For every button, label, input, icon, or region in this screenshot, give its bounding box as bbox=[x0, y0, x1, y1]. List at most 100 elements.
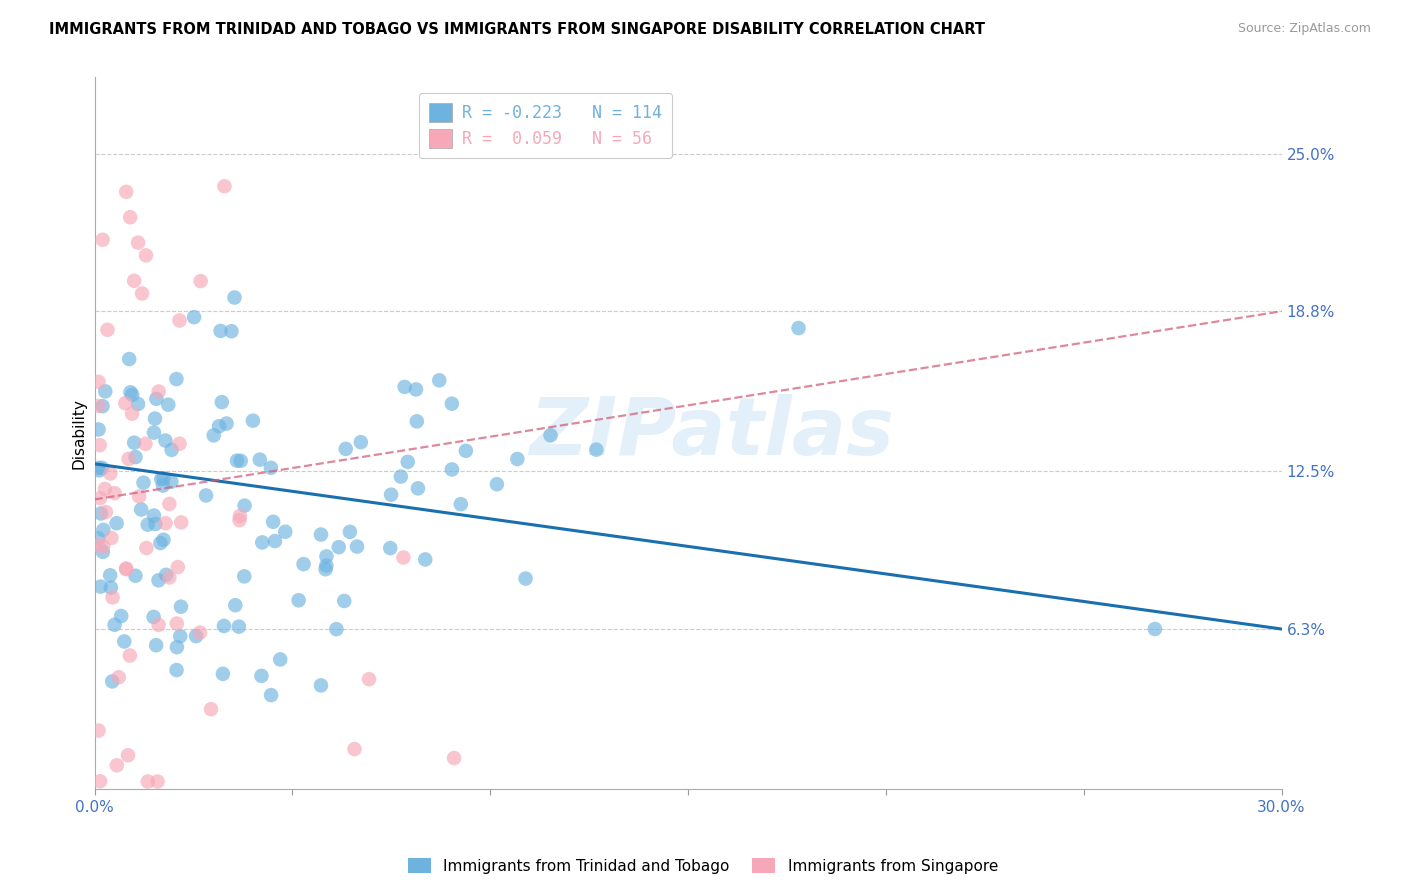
Point bbox=[166, 560, 188, 574]
Point bbox=[103, 486, 125, 500]
Point bbox=[221, 324, 243, 338]
Text: ZIPatlas: ZIPatlas bbox=[529, 394, 894, 472]
Point bbox=[145, 516, 167, 531]
Point bbox=[343, 742, 366, 756]
Point bbox=[274, 524, 297, 539]
Point bbox=[157, 570, 180, 584]
Point bbox=[260, 688, 283, 702]
Point bbox=[405, 383, 427, 397]
Point bbox=[250, 669, 273, 683]
Point bbox=[183, 310, 205, 325]
Point bbox=[406, 481, 429, 495]
Point bbox=[157, 398, 180, 412]
Legend: R = -0.223   N = 114, R =  0.059   N = 56: R = -0.223 N = 114, R = 0.059 N = 56 bbox=[419, 93, 672, 158]
Point bbox=[392, 550, 415, 565]
Point bbox=[135, 248, 157, 262]
Legend: Immigrants from Trinidad and Tobago, Immigrants from Singapore: Immigrants from Trinidad and Tobago, Imm… bbox=[402, 852, 1004, 880]
Point bbox=[131, 286, 153, 301]
Point bbox=[335, 442, 357, 456]
Point bbox=[309, 678, 332, 692]
Point bbox=[787, 321, 810, 335]
Point bbox=[87, 723, 110, 738]
Point bbox=[200, 702, 222, 716]
Point bbox=[112, 634, 135, 648]
Point bbox=[157, 497, 180, 511]
Point bbox=[149, 536, 172, 550]
Point bbox=[117, 748, 139, 763]
Point bbox=[260, 460, 283, 475]
Text: Source: ZipAtlas.com: Source: ZipAtlas.com bbox=[1237, 22, 1371, 36]
Point bbox=[136, 774, 159, 789]
Point bbox=[166, 640, 188, 655]
Point bbox=[249, 452, 271, 467]
Point bbox=[152, 478, 174, 492]
Point bbox=[413, 552, 436, 566]
Point bbox=[396, 455, 419, 469]
Point bbox=[101, 674, 124, 689]
Point bbox=[94, 505, 117, 519]
Point bbox=[121, 407, 143, 421]
Point bbox=[389, 469, 412, 483]
Point bbox=[90, 507, 112, 521]
Point bbox=[339, 524, 361, 539]
Point bbox=[98, 568, 121, 582]
Point bbox=[160, 475, 183, 489]
Point bbox=[134, 437, 156, 451]
Point bbox=[122, 435, 145, 450]
Point bbox=[166, 663, 188, 677]
Point bbox=[170, 516, 193, 530]
Point bbox=[87, 399, 110, 413]
Point bbox=[170, 599, 193, 614]
Point bbox=[394, 380, 416, 394]
Point bbox=[115, 561, 138, 575]
Point bbox=[427, 373, 450, 387]
Point bbox=[169, 629, 191, 643]
Point bbox=[91, 545, 114, 559]
Point bbox=[145, 638, 167, 652]
Point bbox=[142, 508, 165, 523]
Point bbox=[118, 352, 141, 367]
Point bbox=[202, 428, 225, 442]
Point bbox=[142, 610, 165, 624]
Point bbox=[211, 395, 233, 409]
Point bbox=[115, 185, 138, 199]
Point bbox=[443, 751, 465, 765]
Point bbox=[100, 531, 122, 545]
Point bbox=[155, 434, 177, 448]
Point bbox=[148, 384, 170, 399]
Point bbox=[269, 652, 291, 666]
Point bbox=[315, 549, 337, 564]
Point bbox=[155, 567, 177, 582]
Point bbox=[214, 179, 236, 194]
Point bbox=[264, 534, 287, 549]
Point bbox=[228, 513, 250, 527]
Point bbox=[224, 291, 246, 305]
Point bbox=[94, 482, 117, 496]
Point bbox=[233, 569, 256, 583]
Point bbox=[136, 517, 159, 532]
Point bbox=[328, 540, 350, 554]
Point bbox=[229, 454, 252, 468]
Point bbox=[128, 490, 150, 504]
Point bbox=[132, 475, 155, 490]
Point bbox=[89, 491, 111, 506]
Point bbox=[190, 274, 212, 288]
Point bbox=[152, 471, 174, 485]
Point bbox=[93, 523, 115, 537]
Point bbox=[124, 450, 146, 464]
Point bbox=[114, 396, 136, 410]
Point bbox=[87, 422, 110, 436]
Point bbox=[142, 425, 165, 440]
Point bbox=[585, 442, 607, 457]
Point bbox=[346, 540, 368, 554]
Text: IMMIGRANTS FROM TRINIDAD AND TOBAGO VS IMMIGRANTS FROM SINGAPORE DISABILITY CORR: IMMIGRANTS FROM TRINIDAD AND TOBAGO VS I… bbox=[49, 22, 986, 37]
Point bbox=[315, 558, 337, 573]
Point bbox=[209, 324, 232, 338]
Point bbox=[233, 499, 256, 513]
Point bbox=[91, 540, 114, 554]
Point bbox=[226, 453, 249, 467]
Point bbox=[440, 397, 463, 411]
Point bbox=[450, 497, 472, 511]
Point bbox=[91, 233, 114, 247]
Point bbox=[215, 417, 238, 431]
